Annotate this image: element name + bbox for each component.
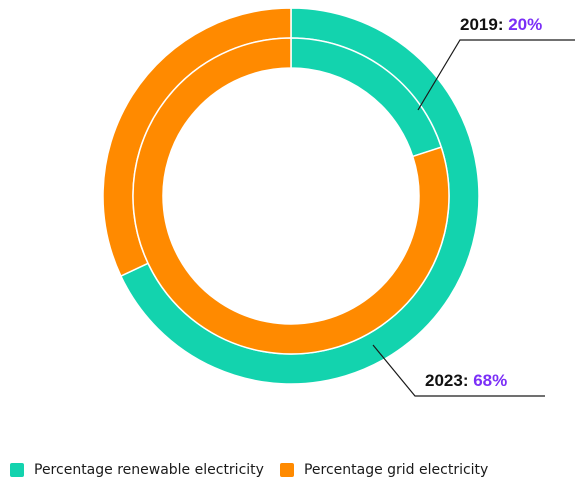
callout-labels: 2019: 20% 2023: 68%: [425, 15, 542, 390]
leader-2019: [417, 39, 575, 111]
callout-2019: 2019: 20%: [460, 15, 542, 34]
callout-2023: 2023: 68%: [425, 371, 507, 390]
legend-swatch-renewable: [10, 463, 24, 477]
legend-label-renewable: Percentage renewable electricity: [34, 462, 264, 478]
legend-item-grid: Percentage grid electricity: [279, 462, 489, 478]
legend-label-grid: Percentage grid electricity: [303, 462, 489, 478]
legend-swatch-grid: [279, 463, 294, 477]
legend-item-renewable: Percentage renewable electricity: [10, 462, 264, 478]
callout-value-2023: 68%: [473, 371, 507, 390]
donut-rings: [102, 7, 480, 385]
callout-leaders: [372, 39, 575, 397]
donut-chart: 2019: 20% 2023: 68%: [102, 7, 575, 397]
callout-year-2019: 2019:: [460, 15, 508, 34]
chart-legend: Percentage renewable electricity Percent…: [10, 462, 504, 478]
callout-value-2019: 20%: [508, 15, 542, 34]
callout-year-2023: 2023:: [425, 371, 473, 390]
slice-2019-grid: [132, 37, 450, 355]
leader-2023: [372, 344, 545, 397]
